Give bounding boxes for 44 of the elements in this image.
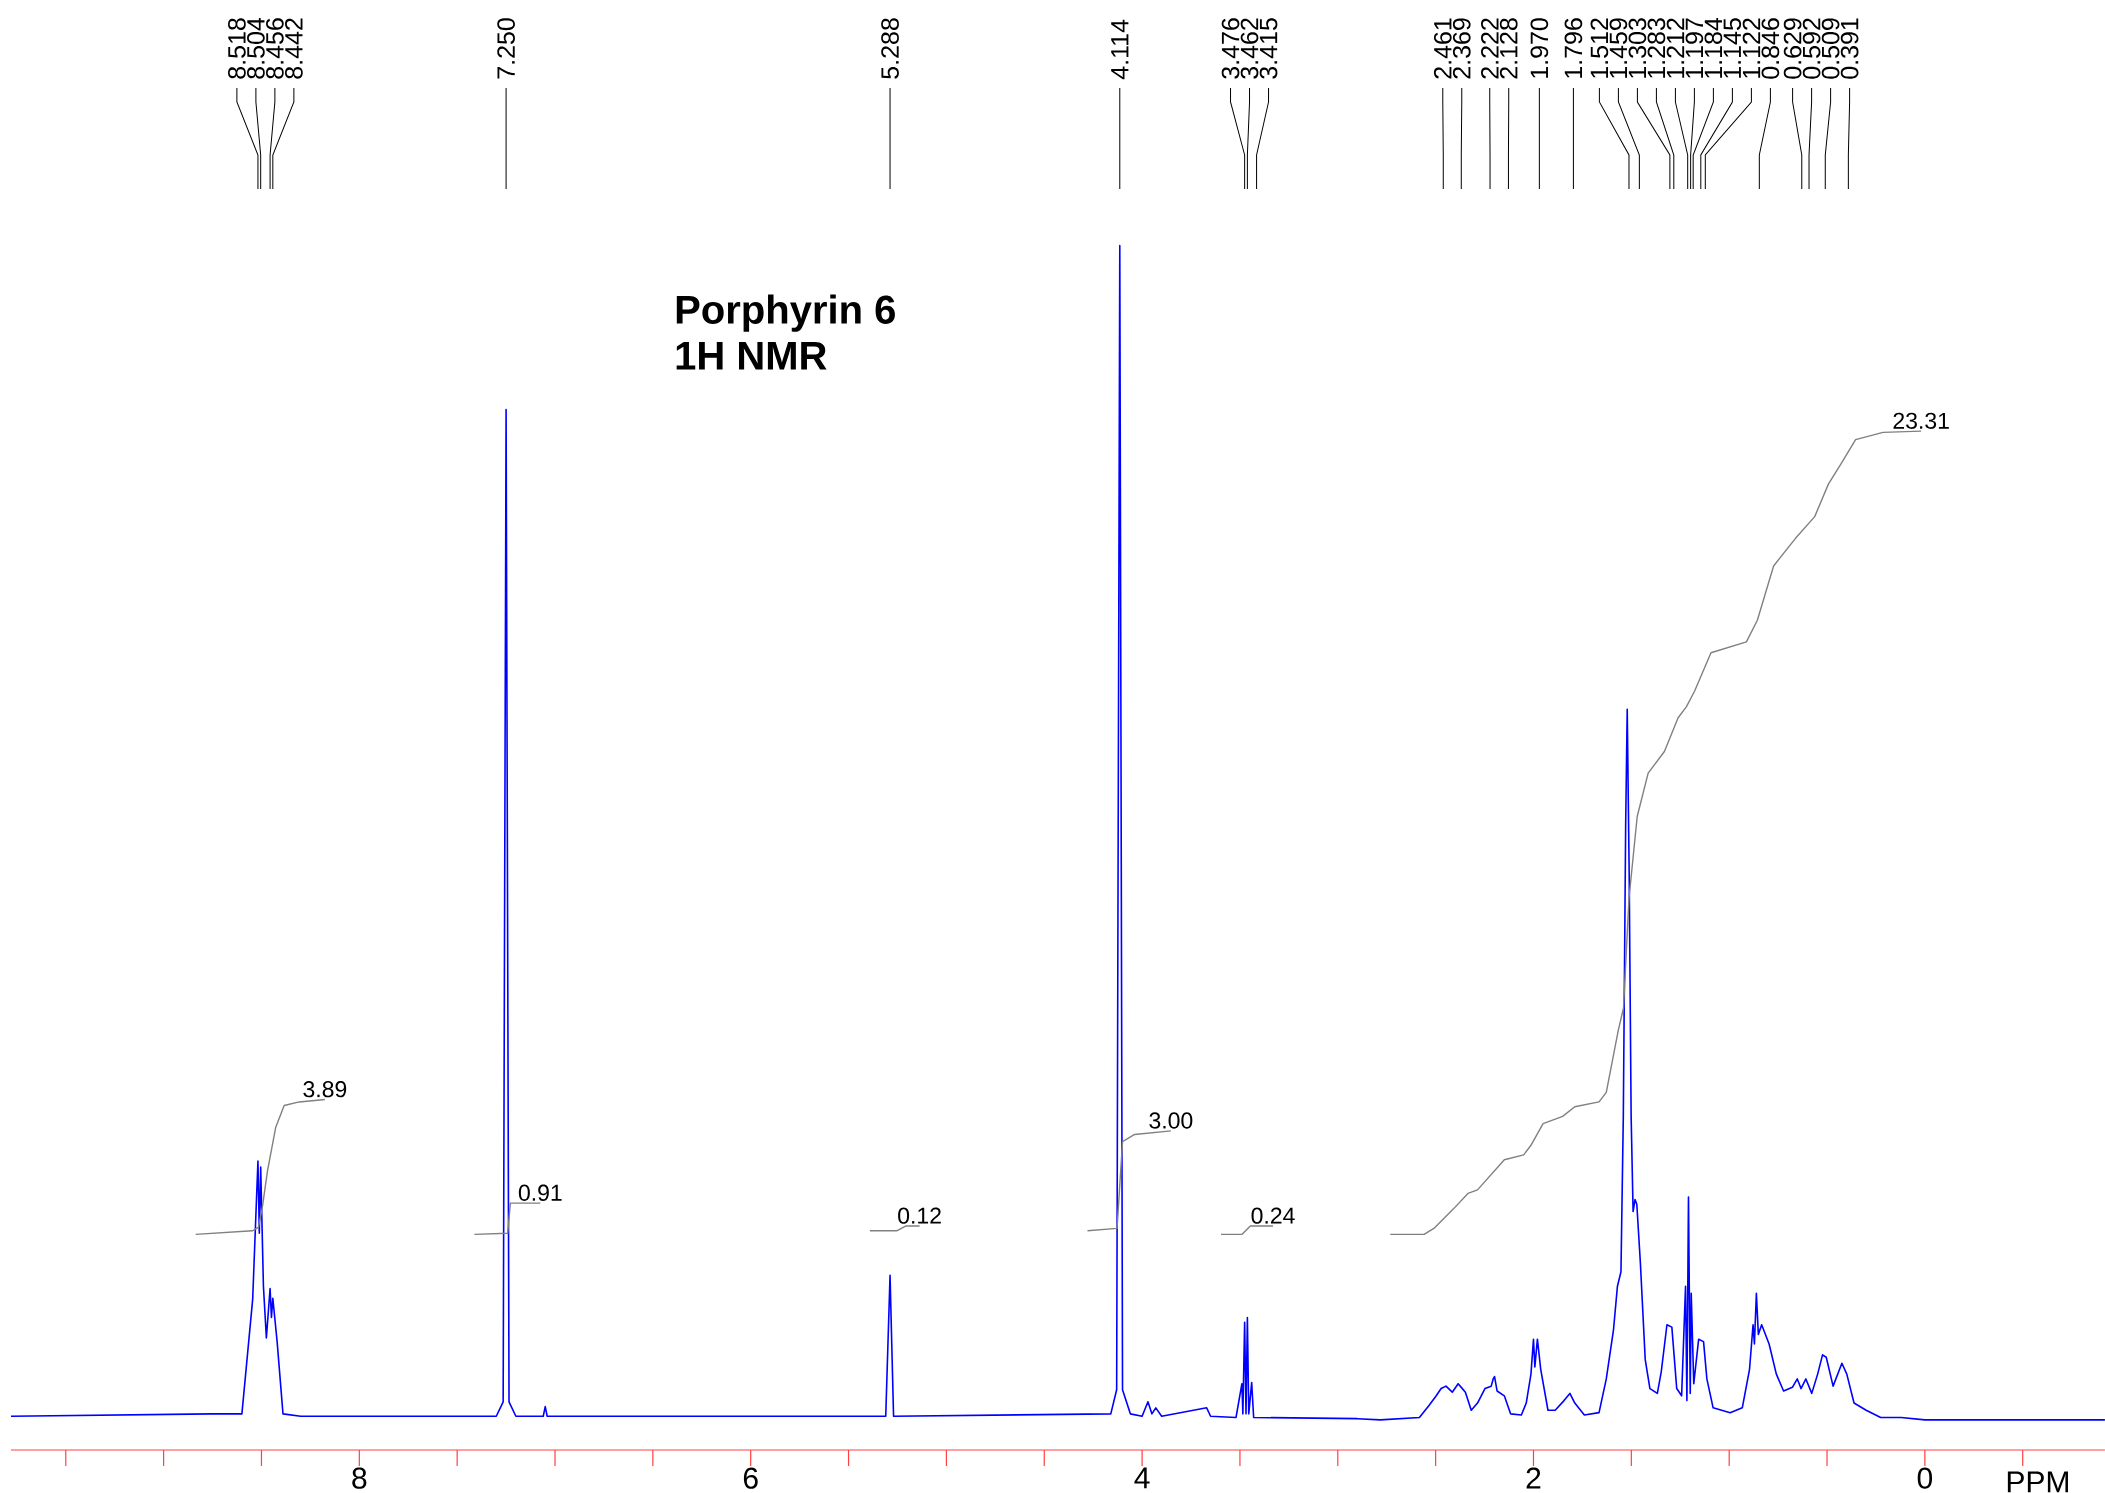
annotation: 4.114	[1111, 19, 1129, 80]
annotation: 0.509	[1821, 18, 1840, 79]
text: 1H NMR	[676, 342, 827, 370]
annotation: 0.91	[518, 1184, 562, 1201]
annotation: 5.288	[881, 18, 899, 79]
annotation: 2.222	[1481, 18, 1499, 79]
annotation: 1.283	[1647, 18, 1666, 78]
annotation: 8.456	[266, 18, 284, 79]
annotation: 0.846	[1761, 18, 1780, 79]
annotation: 1.970	[1530, 18, 1549, 78]
annotation: 3.476	[1221, 18, 1240, 79]
text: Porphyrin 6	[676, 294, 895, 332]
annotation: 1.145	[1723, 18, 1742, 78]
annotation: 0.12	[898, 1207, 941, 1224]
annotation: 3.415	[1259, 18, 1278, 79]
annotation: 2.369	[1452, 18, 1471, 79]
annotation: 0.629	[1783, 18, 1802, 79]
x-axis-title: PPM	[2007, 1471, 2068, 1493]
x-tick-label: 8	[352, 1467, 367, 1489]
annotation: 1.459	[1609, 18, 1628, 78]
x-tick-label: 0	[1917, 1467, 1933, 1489]
annotation: 1.303	[1628, 18, 1647, 78]
x-tick-label: 4	[1134, 1467, 1150, 1489]
annotation: 1.184	[1704, 17, 1723, 78]
annotation: 2.461	[1433, 18, 1452, 79]
annotation: 1.512	[1590, 18, 1609, 78]
x-tick-label: 2	[1526, 1467, 1541, 1489]
annotation: 3.462	[1240, 18, 1259, 79]
annotation: 0.592	[1802, 18, 1821, 79]
annotation: 8.518	[228, 18, 246, 79]
annotation: 8.442	[285, 18, 303, 79]
annotation: 1.796	[1564, 18, 1583, 78]
annotation: 2.128	[1499, 18, 1518, 79]
annotation: 7.250	[497, 18, 515, 79]
x-tick-label: 6	[743, 1467, 758, 1489]
annotation: 23.31	[1893, 412, 1949, 429]
annotation: 0.391	[1840, 18, 1859, 79]
annotation: 1.212	[1666, 18, 1685, 78]
annotation: 8.504	[247, 17, 265, 79]
annotation: 1.197	[1685, 18, 1704, 78]
annotation: 3.89	[303, 1081, 347, 1098]
annotation: 0.24	[1251, 1207, 1295, 1224]
annotation: 1.122	[1742, 18, 1761, 78]
annotation: 3.00	[1149, 1112, 1193, 1129]
